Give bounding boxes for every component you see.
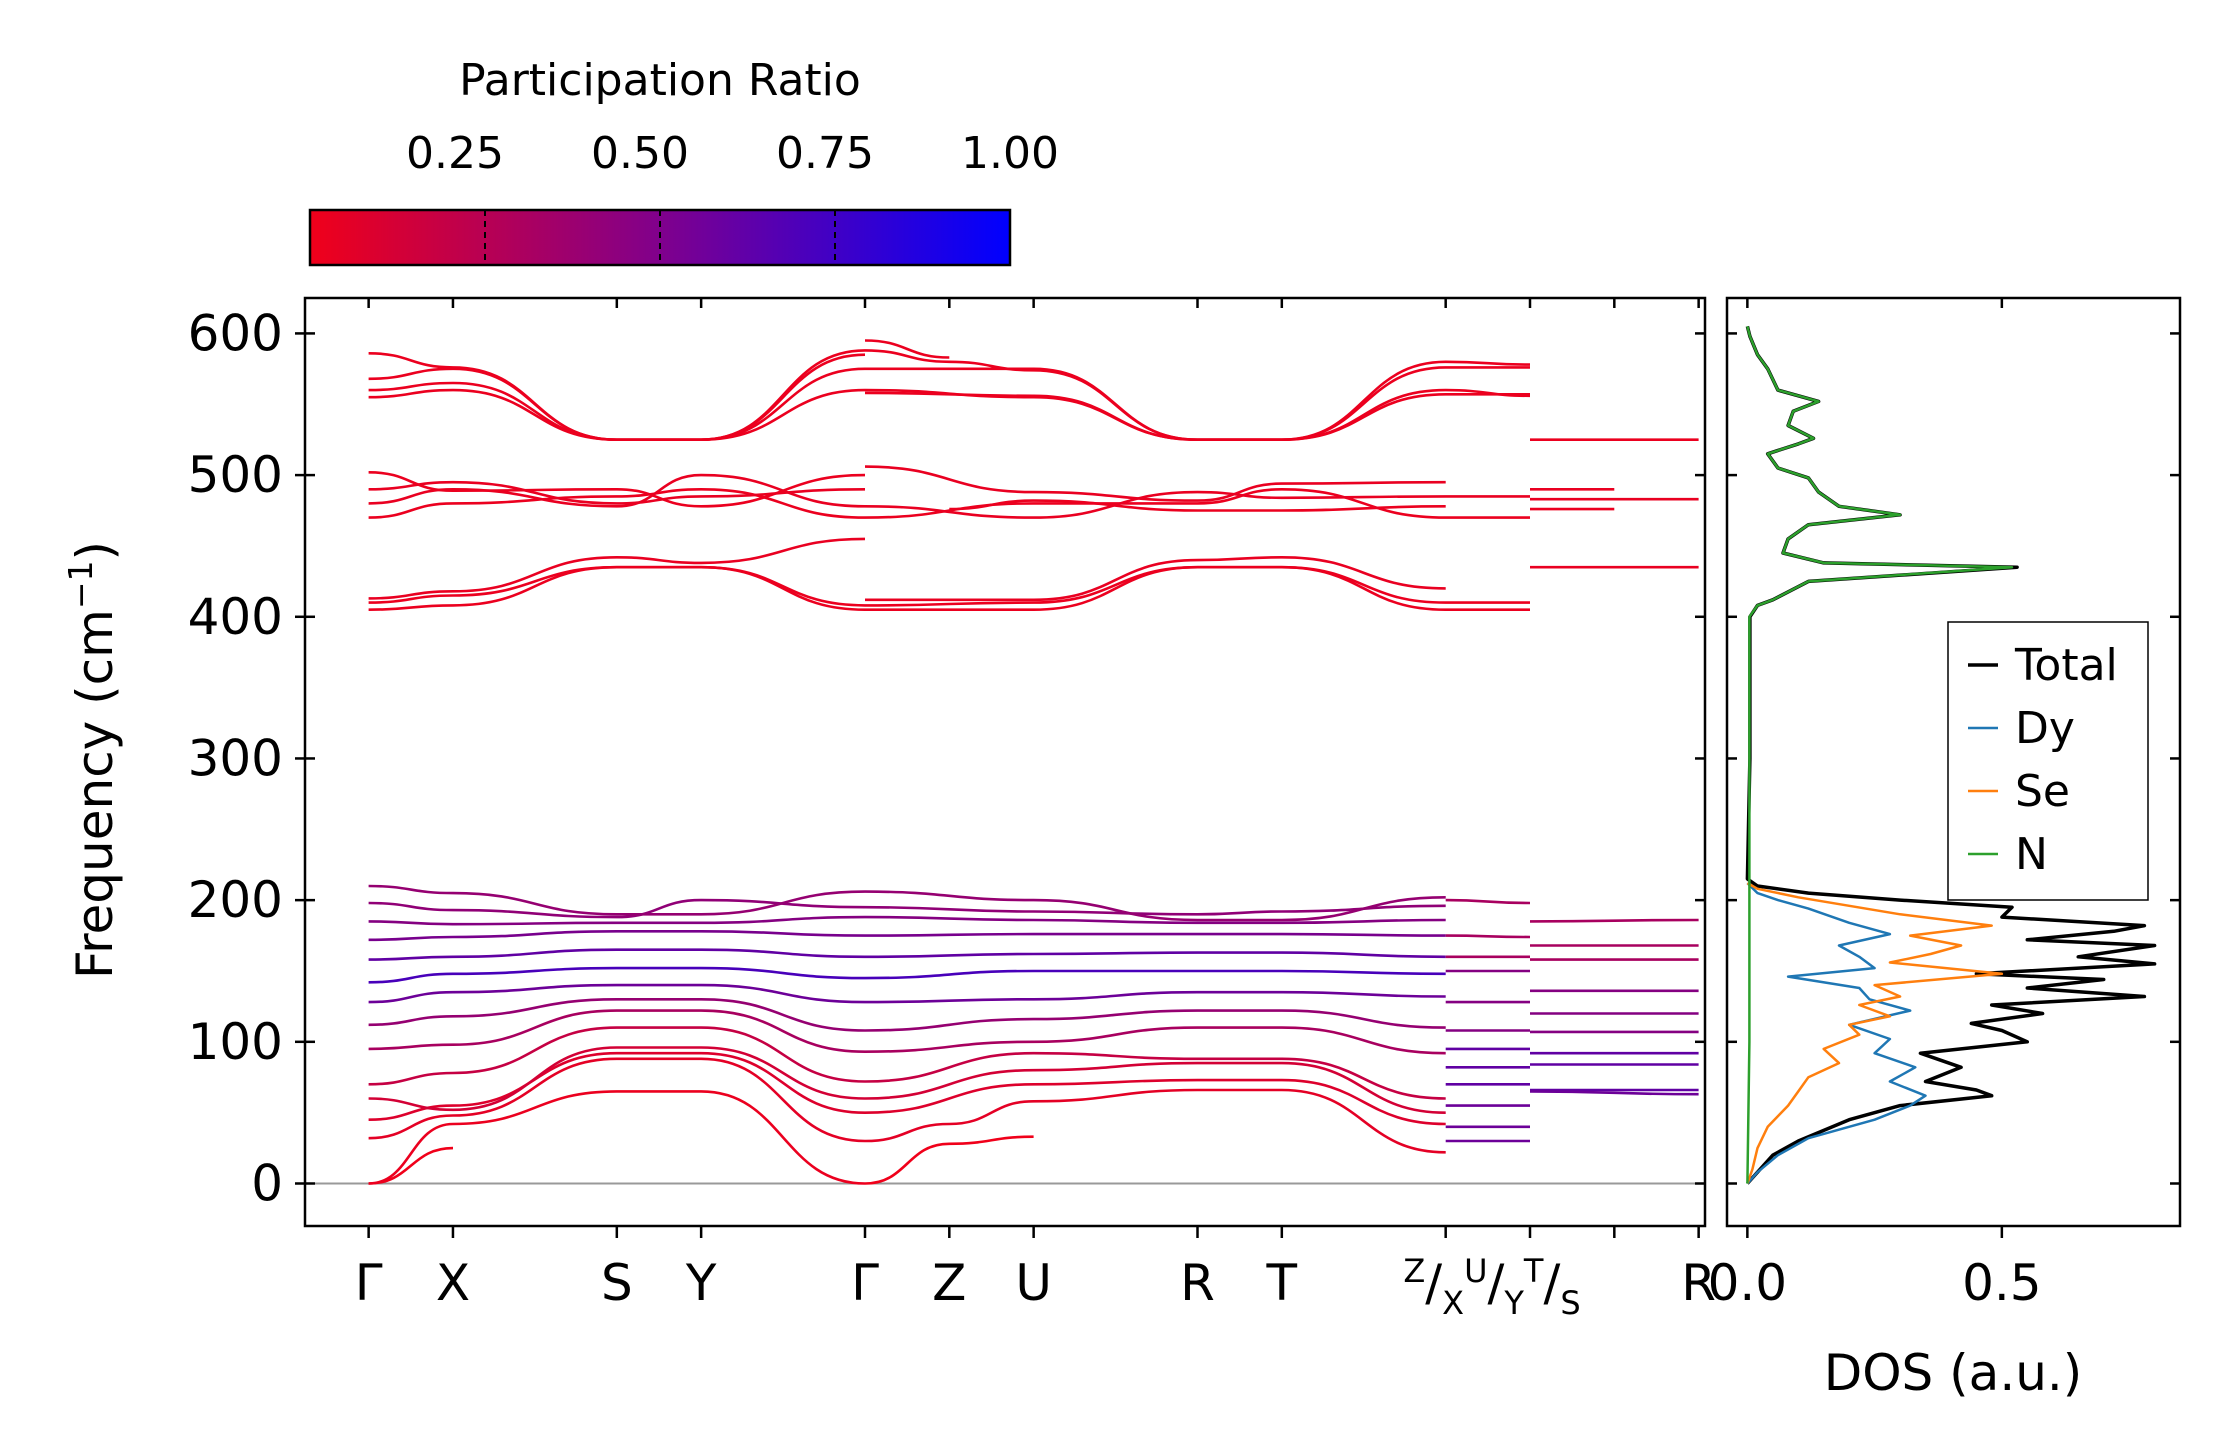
band-line bbox=[368, 366, 1530, 442]
x-tick-label-composite: Z/XU/YT/S bbox=[1403, 1252, 1580, 1322]
y-tick-label: 200 bbox=[188, 871, 283, 929]
band-line bbox=[864, 388, 1531, 442]
band-line bbox=[368, 480, 866, 505]
y-axis-label: Frequency (cm−1) bbox=[61, 541, 124, 979]
band-line bbox=[368, 473, 1530, 519]
band-line bbox=[368, 1026, 1446, 1100]
band-line bbox=[949, 499, 1446, 512]
x-tick-label: R bbox=[1681, 1254, 1716, 1312]
y-tick-label: 500 bbox=[188, 446, 283, 504]
x-tick-label: X bbox=[436, 1254, 470, 1312]
x-tick-label: Γ bbox=[355, 1254, 383, 1312]
dos-panel: 0.0 0.5 DOS (a.u.) Total Dy Se N bbox=[1708, 296, 2182, 1402]
band-line bbox=[1445, 898, 1531, 905]
band-frame bbox=[303, 296, 1707, 1228]
y-axis-label-close: ) bbox=[66, 541, 124, 561]
band-line bbox=[1529, 1090, 1699, 1096]
y-axis-label-main: Frequency (cm bbox=[66, 609, 124, 979]
band-line bbox=[1445, 934, 1531, 939]
colorbar: Participation Ratio 0.25 0.50 0.75 1.00 bbox=[308, 55, 1059, 267]
legend-label: N bbox=[2015, 829, 2048, 880]
band-line bbox=[864, 1135, 1034, 1185]
band-line bbox=[368, 898, 1446, 919]
band-lines bbox=[305, 339, 1705, 1185]
x-tick-label: Y bbox=[685, 1254, 717, 1312]
band-line bbox=[865, 555, 1446, 602]
dos-x-axis-label: DOS (a.u.) bbox=[1824, 1344, 2083, 1402]
y-tick-label: 600 bbox=[188, 304, 283, 362]
band-line bbox=[864, 339, 950, 359]
colorbar-tick-label: 0.50 bbox=[591, 128, 689, 179]
x-tick-label: R bbox=[1180, 1254, 1215, 1312]
composite-slash: / bbox=[1488, 1254, 1505, 1312]
dos-frame bbox=[1725, 296, 2182, 1228]
colorbar-ticks bbox=[484, 210, 836, 265]
band-line bbox=[368, 997, 1446, 1032]
legend-label: Total bbox=[2014, 640, 2118, 691]
x-tick-label: S bbox=[601, 1254, 633, 1312]
band-line bbox=[368, 471, 866, 508]
band-line bbox=[368, 537, 866, 600]
band-line bbox=[368, 1009, 1446, 1055]
band-line bbox=[368, 983, 1446, 1004]
dos-series-dy bbox=[1746, 882, 1927, 1185]
legend-items: Total Dy Se N bbox=[1968, 640, 2118, 880]
y-tick-label: 0 bbox=[251, 1154, 283, 1212]
band-line bbox=[368, 1046, 1446, 1114]
band-line bbox=[368, 884, 1446, 922]
x-tick-label: Γ bbox=[851, 1254, 879, 1312]
band-line bbox=[368, 565, 1530, 607]
dos-series-n bbox=[1746, 325, 2014, 1184]
band-line bbox=[368, 349, 1531, 442]
band-line bbox=[368, 565, 1530, 612]
composite-x: X bbox=[1442, 1284, 1464, 1322]
composite-slash: / bbox=[1543, 1254, 1560, 1312]
band-line bbox=[368, 929, 1446, 942]
legend: Total Dy Se N bbox=[1947, 621, 2149, 901]
y-tick-label: 400 bbox=[188, 588, 283, 646]
dos-x-tick-label: 0.5 bbox=[1962, 1254, 2042, 1312]
composite-t: T bbox=[1523, 1252, 1544, 1290]
dos-lines bbox=[1745, 325, 2157, 1185]
y-tick-label: 300 bbox=[188, 729, 283, 787]
band-line bbox=[864, 465, 1446, 502]
band-line bbox=[368, 966, 1446, 984]
band-line bbox=[1529, 918, 1699, 923]
y-tick-label: 100 bbox=[188, 1013, 283, 1071]
band-line bbox=[368, 388, 1530, 442]
colorbar-title: Participation Ratio bbox=[459, 55, 861, 106]
composite-z: Z bbox=[1403, 1252, 1425, 1290]
composite-u: U bbox=[1464, 1252, 1487, 1290]
x-tick-label: T bbox=[1266, 1254, 1298, 1312]
dos-series-se bbox=[1746, 882, 2004, 1184]
legend-label: Se bbox=[2015, 766, 2070, 817]
band-line bbox=[368, 1090, 866, 1185]
x-tick-label: U bbox=[1015, 1254, 1052, 1312]
dos-x-tick-label: 0.0 bbox=[1708, 1254, 1788, 1312]
band-line bbox=[368, 948, 1446, 961]
composite-y: Y bbox=[1503, 1284, 1524, 1322]
colorbar-tick-label: 1.00 bbox=[961, 128, 1059, 179]
composite-slash: / bbox=[1425, 1254, 1442, 1312]
band-line bbox=[368, 915, 1446, 926]
legend-label: Dy bbox=[2015, 703, 2075, 754]
colorbar-tick-label: 0.75 bbox=[776, 128, 874, 179]
dos-axes: 0.0 0.5 bbox=[1708, 298, 2180, 1312]
composite-s: S bbox=[1560, 1284, 1580, 1322]
y-axis-label-sup: −1 bbox=[61, 560, 100, 609]
x-tick-label: Z bbox=[932, 1254, 966, 1312]
colorbar-tick-label: 0.25 bbox=[406, 128, 504, 179]
band-line bbox=[368, 1057, 1446, 1154]
